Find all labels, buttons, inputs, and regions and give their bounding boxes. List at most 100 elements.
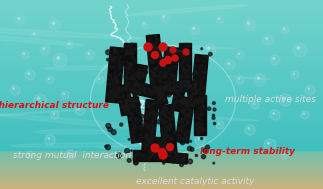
Circle shape [159, 62, 160, 63]
Circle shape [158, 90, 161, 93]
Circle shape [165, 51, 168, 54]
Circle shape [139, 127, 141, 128]
Circle shape [167, 61, 168, 63]
Circle shape [174, 153, 176, 155]
Circle shape [168, 60, 170, 62]
Circle shape [130, 87, 132, 88]
Circle shape [144, 88, 145, 89]
Circle shape [151, 156, 152, 157]
Circle shape [191, 88, 193, 90]
Circle shape [171, 148, 172, 149]
Bar [0, 174, 323, 176]
Circle shape [199, 76, 200, 77]
Circle shape [183, 70, 186, 72]
Circle shape [116, 75, 119, 77]
Circle shape [164, 58, 167, 61]
Circle shape [116, 94, 119, 97]
Circle shape [116, 78, 117, 79]
Circle shape [119, 62, 121, 64]
Circle shape [170, 80, 171, 81]
Circle shape [109, 92, 111, 94]
Circle shape [166, 131, 167, 132]
Circle shape [150, 111, 152, 113]
Circle shape [264, 139, 276, 151]
Circle shape [151, 104, 154, 107]
Circle shape [187, 88, 190, 91]
Circle shape [188, 45, 190, 47]
Circle shape [193, 87, 194, 88]
Circle shape [23, 53, 25, 55]
Circle shape [133, 125, 136, 127]
Circle shape [143, 75, 144, 77]
Circle shape [187, 64, 189, 67]
Polygon shape [117, 84, 133, 116]
Circle shape [127, 61, 128, 63]
Circle shape [168, 123, 171, 126]
Circle shape [135, 159, 136, 160]
Circle shape [160, 93, 162, 95]
Circle shape [155, 90, 157, 91]
Circle shape [185, 57, 186, 58]
Circle shape [113, 96, 115, 98]
Circle shape [124, 44, 128, 48]
Circle shape [131, 57, 133, 58]
Circle shape [127, 91, 128, 93]
Circle shape [203, 86, 205, 89]
Circle shape [155, 112, 159, 116]
Ellipse shape [0, 32, 84, 45]
Circle shape [193, 83, 195, 86]
Circle shape [140, 90, 143, 93]
Circle shape [218, 18, 220, 20]
Circle shape [133, 127, 135, 129]
Ellipse shape [0, 114, 173, 130]
Circle shape [128, 95, 130, 97]
Circle shape [201, 120, 202, 122]
Circle shape [203, 77, 204, 78]
Bar [0, 108, 323, 110]
Circle shape [116, 80, 119, 83]
Circle shape [167, 125, 170, 128]
Circle shape [151, 153, 154, 155]
Circle shape [171, 61, 174, 64]
Bar [0, 187, 323, 189]
Circle shape [152, 51, 156, 56]
Circle shape [131, 136, 133, 138]
Circle shape [183, 159, 185, 161]
Circle shape [158, 51, 160, 53]
Circle shape [197, 71, 198, 73]
Circle shape [179, 135, 181, 137]
Circle shape [126, 50, 129, 53]
Circle shape [136, 81, 138, 82]
Circle shape [186, 100, 188, 102]
Circle shape [136, 119, 138, 121]
Circle shape [198, 126, 200, 128]
Circle shape [163, 146, 165, 148]
Circle shape [118, 101, 119, 102]
Bar [0, 53, 323, 55]
Circle shape [193, 87, 194, 89]
Circle shape [168, 82, 169, 83]
Circle shape [196, 91, 198, 93]
Bar [0, 67, 323, 69]
Circle shape [158, 143, 161, 145]
Circle shape [131, 52, 133, 54]
Circle shape [173, 87, 175, 90]
Circle shape [137, 122, 138, 123]
Circle shape [163, 64, 166, 67]
Circle shape [114, 57, 116, 59]
Circle shape [151, 71, 153, 74]
Circle shape [201, 122, 203, 123]
Circle shape [159, 59, 161, 61]
Bar [0, 173, 323, 175]
Circle shape [201, 48, 203, 50]
Circle shape [138, 152, 140, 154]
Circle shape [186, 70, 188, 71]
Circle shape [174, 105, 175, 107]
Circle shape [108, 83, 110, 85]
Circle shape [126, 99, 129, 101]
Bar [0, 157, 323, 159]
Circle shape [184, 85, 186, 86]
Circle shape [177, 154, 179, 156]
Circle shape [180, 100, 182, 103]
Circle shape [131, 150, 132, 151]
